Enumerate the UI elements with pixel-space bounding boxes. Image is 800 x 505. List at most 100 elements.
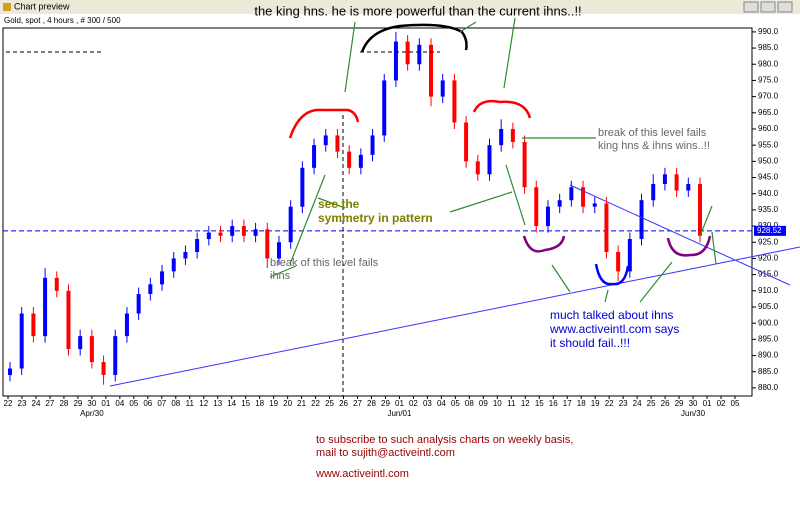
y-tick-label: 910.0 bbox=[758, 286, 779, 295]
candle-body bbox=[499, 128, 504, 146]
x-tick-label: 29 bbox=[73, 399, 82, 408]
annotation-text: ihns bbox=[270, 270, 291, 282]
close-button[interactable] bbox=[777, 1, 793, 13]
candle-body bbox=[557, 200, 562, 207]
y-tick-label: 900.0 bbox=[758, 318, 779, 327]
annotation-text: symmetry in pattern bbox=[318, 211, 433, 225]
footer: to subscribe to such analysis charts on … bbox=[315, 434, 573, 480]
y-tick-label: 950.0 bbox=[758, 156, 779, 165]
candle-body bbox=[639, 200, 644, 240]
candle-body bbox=[66, 290, 71, 350]
candle-body bbox=[218, 232, 223, 236]
plot: 880.0 885.0 890.0 895.0 900.0 905.0 910.0 915.0… bbox=[3, 27, 786, 418]
y-tick-label: 960.0 bbox=[758, 124, 779, 133]
y-tick-label: 985.0 bbox=[758, 43, 779, 52]
x-tick-label: 19 bbox=[591, 399, 600, 408]
level-label-box bbox=[754, 225, 786, 236]
maximize-button[interactable] bbox=[760, 1, 776, 13]
footer-text: to subscribe to such analysis charts on … bbox=[316, 434, 573, 446]
y-tick-label: 975.0 bbox=[758, 76, 779, 85]
candle-body bbox=[440, 80, 445, 97]
x-tick-label: 20 bbox=[283, 399, 292, 408]
x-tick-label: 07 bbox=[157, 399, 166, 408]
x-tick-label: 04 bbox=[437, 399, 446, 408]
x-tick-label: 27 bbox=[353, 399, 362, 408]
y-tick-label: 935.0 bbox=[758, 205, 779, 214]
trend-line bbox=[569, 184, 791, 286]
candle-body bbox=[405, 41, 410, 65]
candle-body bbox=[288, 206, 293, 243]
annotation-shapes bbox=[6, 17, 800, 396]
y-tick-label: 970.0 bbox=[758, 92, 779, 101]
y-tick-label: 895.0 bbox=[758, 334, 779, 343]
y-tick-label: 940.0 bbox=[758, 189, 779, 198]
candle-body bbox=[312, 145, 317, 168]
y-tick-label: 925.0 bbox=[758, 237, 779, 246]
x-tick-label: 27 bbox=[45, 399, 54, 408]
x-tick-label: 14 bbox=[227, 399, 236, 408]
y-tick-label: 980.0 bbox=[758, 59, 779, 68]
x-tick-label: 12 bbox=[521, 399, 530, 408]
purple-arc bbox=[666, 235, 712, 257]
y-tick-label: 990.0 bbox=[758, 27, 779, 36]
candle-body bbox=[300, 167, 305, 207]
x-tick-label: 01 bbox=[101, 399, 110, 408]
x-tick-label: 29 bbox=[675, 399, 684, 408]
x-tick-label: 15 bbox=[535, 399, 544, 408]
level-label: 928.52 bbox=[757, 226, 782, 235]
candle-body bbox=[627, 239, 632, 272]
x-tick-label: 08 bbox=[171, 399, 180, 408]
candle-body bbox=[195, 239, 200, 252]
candle-body bbox=[545, 206, 550, 227]
chart-title: the king hns. he is more powerful than t… bbox=[254, 3, 581, 18]
x-tick-label: 22 bbox=[605, 399, 614, 408]
x-tick-label: 23 bbox=[619, 399, 628, 408]
candle-body bbox=[616, 251, 621, 272]
x-month-label: Jun/30 bbox=[681, 409, 706, 418]
king-level-note: break of this level fails king hns & ihn… bbox=[598, 127, 710, 152]
candle-body bbox=[429, 44, 434, 97]
x-tick-label: 05 bbox=[731, 399, 740, 408]
candle-body bbox=[674, 174, 679, 191]
candle-body bbox=[522, 141, 527, 188]
candle-body bbox=[323, 135, 328, 146]
x-tick-label: 02 bbox=[717, 399, 726, 408]
annotation-text: it should fail..!!! bbox=[550, 336, 630, 350]
candle-body bbox=[581, 187, 586, 207]
chart-subtitle: Gold, spot , 4 hours , # 300 / 500 bbox=[4, 16, 121, 25]
x-tick-label: 22 bbox=[4, 399, 13, 408]
x-tick-label: 06 bbox=[143, 399, 152, 408]
candle-body bbox=[206, 232, 211, 240]
y-tick-label: 885.0 bbox=[758, 367, 779, 376]
minimize-button[interactable] bbox=[743, 1, 759, 13]
x-tick-label: 05 bbox=[451, 399, 460, 408]
footer-text: mail to sujith@activeintl.com bbox=[316, 447, 455, 459]
candle-body bbox=[686, 184, 691, 191]
x-tick-label: 11 bbox=[186, 399, 195, 408]
x-tick-label: 17 bbox=[563, 399, 572, 408]
candle-body bbox=[101, 362, 106, 375]
annotation-text: king hns & ihns wins..!! bbox=[598, 140, 710, 152]
candle-body bbox=[78, 336, 83, 350]
candle-body bbox=[651, 184, 656, 201]
candle-body bbox=[136, 294, 141, 314]
x-tick-label: 28 bbox=[59, 399, 68, 408]
x-tick-label: 23 bbox=[18, 399, 27, 408]
candle-body bbox=[230, 226, 235, 236]
red-arc bbox=[472, 99, 532, 119]
x-tick-label: 12 bbox=[199, 399, 208, 408]
candle-body bbox=[464, 122, 469, 162]
y-tick-label: 945.0 bbox=[758, 173, 779, 182]
x-tick-label: 25 bbox=[647, 399, 656, 408]
candle-body bbox=[347, 151, 352, 168]
footer-text: www.activeintl.com bbox=[315, 468, 409, 480]
x-tick-label: 10 bbox=[493, 399, 502, 408]
x-tick-label: 26 bbox=[339, 399, 348, 408]
candle-body bbox=[487, 145, 492, 175]
x-tick-label: 24 bbox=[633, 399, 642, 408]
candle-body bbox=[569, 187, 574, 201]
y-tick-label: 930.0 bbox=[758, 221, 779, 230]
window-title: Chart preview bbox=[14, 1, 70, 11]
candle-body bbox=[253, 229, 258, 236]
